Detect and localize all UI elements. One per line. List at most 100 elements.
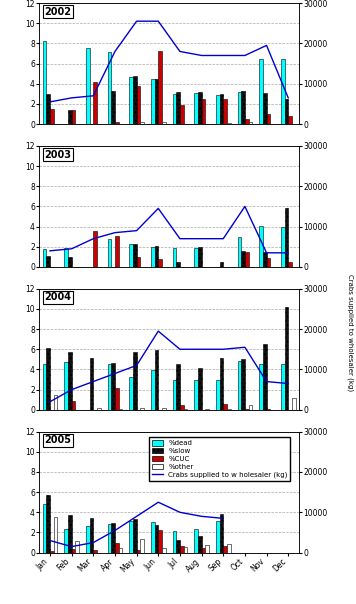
Bar xyxy=(237,361,241,410)
Bar xyxy=(281,226,284,267)
Bar xyxy=(151,79,155,124)
Bar xyxy=(140,122,144,124)
Bar xyxy=(64,248,68,267)
Bar xyxy=(241,251,245,267)
Bar xyxy=(64,530,68,553)
Bar xyxy=(176,364,180,410)
Bar xyxy=(216,521,220,553)
Bar xyxy=(223,403,227,410)
Bar xyxy=(115,542,119,553)
Bar xyxy=(129,244,133,267)
Bar xyxy=(248,122,252,124)
Bar xyxy=(111,91,115,124)
Bar xyxy=(93,82,97,124)
Bar xyxy=(86,48,90,124)
Bar xyxy=(133,76,137,124)
Bar xyxy=(259,225,263,267)
Bar xyxy=(227,544,231,553)
Bar xyxy=(140,408,144,410)
Bar xyxy=(194,379,198,410)
Bar xyxy=(245,409,248,410)
Bar xyxy=(158,51,162,124)
Bar xyxy=(263,252,267,267)
Bar xyxy=(281,59,284,124)
Bar xyxy=(201,99,205,124)
Bar xyxy=(68,515,72,553)
Bar xyxy=(68,110,72,124)
Bar xyxy=(263,344,267,410)
Bar xyxy=(237,92,241,124)
Bar xyxy=(237,237,241,267)
Bar xyxy=(173,532,176,553)
Bar xyxy=(151,247,155,267)
Bar xyxy=(43,249,46,267)
Bar xyxy=(194,248,198,267)
Bar xyxy=(140,539,144,553)
Bar xyxy=(180,405,184,410)
Bar xyxy=(129,521,133,553)
Bar xyxy=(292,397,295,410)
Bar xyxy=(267,409,270,410)
Bar xyxy=(129,77,133,124)
Bar xyxy=(184,409,187,410)
Bar xyxy=(108,524,111,553)
Bar xyxy=(72,400,75,410)
Bar xyxy=(220,94,223,124)
Bar xyxy=(54,518,57,553)
Bar xyxy=(43,364,46,410)
Bar xyxy=(133,244,137,267)
Bar xyxy=(50,551,54,553)
Bar xyxy=(90,358,93,410)
Bar xyxy=(227,409,231,410)
Bar xyxy=(111,364,115,410)
Bar xyxy=(216,379,220,410)
Bar xyxy=(267,114,270,124)
Bar xyxy=(72,548,75,553)
Text: 2003: 2003 xyxy=(44,150,71,159)
Bar xyxy=(288,116,292,124)
Bar xyxy=(180,105,184,124)
Bar xyxy=(46,256,50,267)
Bar xyxy=(241,91,245,124)
Bar xyxy=(263,93,267,124)
Bar xyxy=(93,231,97,267)
Bar xyxy=(97,408,101,410)
Bar xyxy=(108,239,111,267)
Bar xyxy=(43,41,46,124)
Bar xyxy=(245,119,248,124)
Bar xyxy=(155,79,158,124)
Bar xyxy=(176,92,180,124)
Bar xyxy=(46,349,50,410)
Bar xyxy=(284,307,288,410)
Text: 2002: 2002 xyxy=(44,7,71,17)
Bar xyxy=(284,99,288,124)
Bar xyxy=(176,262,180,267)
Bar xyxy=(75,541,79,553)
Bar xyxy=(267,258,270,267)
Bar xyxy=(176,539,180,553)
Bar xyxy=(68,257,72,267)
Bar xyxy=(111,524,115,553)
Bar xyxy=(284,208,288,267)
Bar xyxy=(245,252,248,267)
Bar xyxy=(129,376,133,410)
Bar xyxy=(259,59,263,124)
Text: 2005: 2005 xyxy=(44,435,71,445)
Text: 2004: 2004 xyxy=(44,292,71,303)
Bar xyxy=(155,350,158,410)
Legend: %dead, %slow, %CUC, %other, Crabs supplied to w holesaler (kg): %dead, %slow, %CUC, %other, Crabs suppli… xyxy=(150,437,290,481)
Bar xyxy=(198,247,201,267)
Bar xyxy=(220,358,223,410)
Bar xyxy=(151,522,155,553)
Bar xyxy=(155,525,158,553)
Bar xyxy=(198,92,201,124)
Bar xyxy=(173,94,176,124)
Bar xyxy=(137,257,140,267)
Bar xyxy=(198,368,201,410)
Bar xyxy=(115,388,119,410)
Bar xyxy=(162,408,166,410)
Bar xyxy=(50,109,54,124)
Bar xyxy=(133,352,137,410)
Bar xyxy=(241,359,245,410)
Bar xyxy=(223,99,227,124)
